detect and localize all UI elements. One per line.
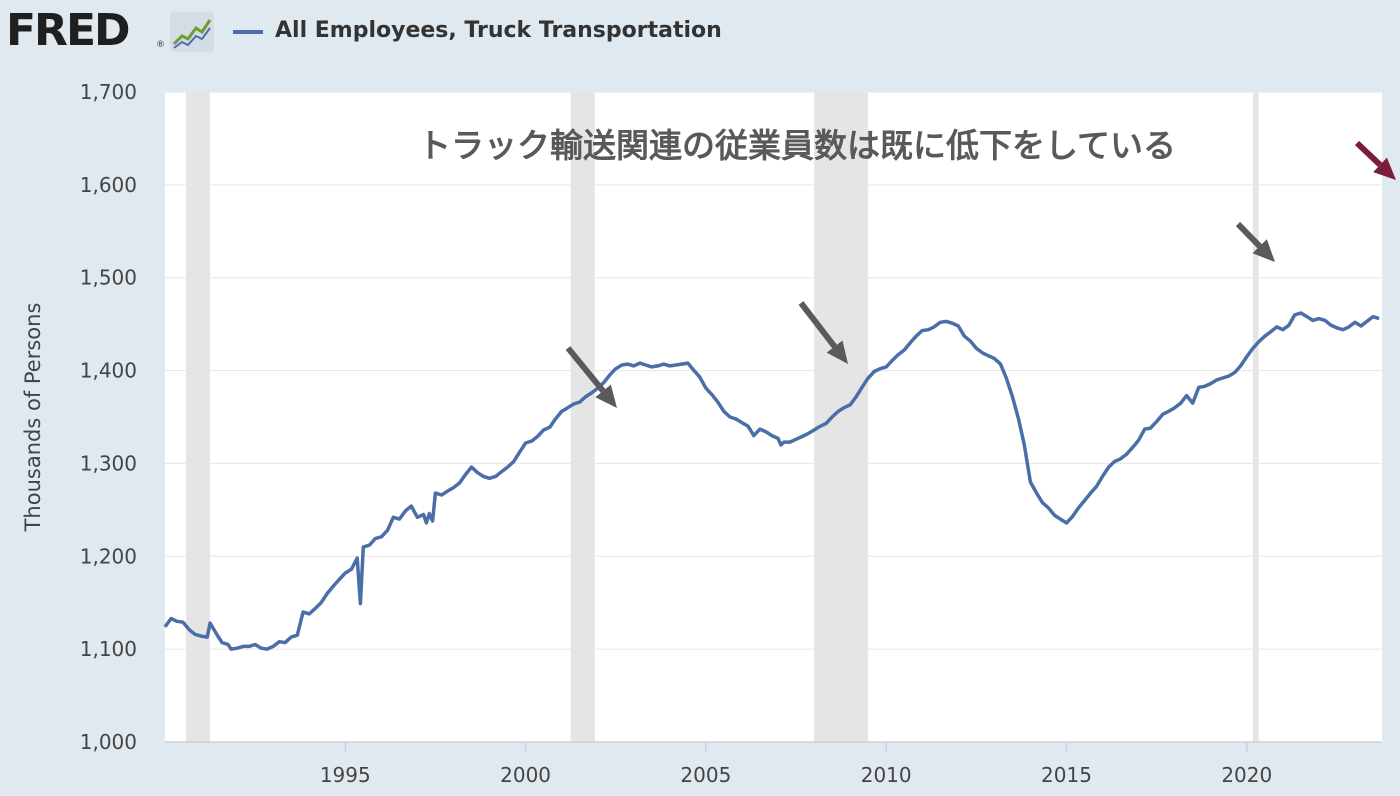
recession-band bbox=[1252, 92, 1259, 742]
annotation-arrow bbox=[1354, 140, 1396, 180]
y-tick-label: 1,400 bbox=[80, 359, 137, 383]
x-tick-label: 2000 bbox=[500, 763, 551, 787]
annotation-arrow bbox=[565, 346, 617, 408]
annotation-arrow bbox=[798, 301, 848, 364]
recession-band bbox=[814, 92, 869, 742]
y-tick-label: 1,700 bbox=[80, 80, 137, 104]
chart-header: FRED ® All Employees, Truck Transportati… bbox=[0, 0, 1400, 64]
arrow-head bbox=[1373, 157, 1396, 180]
arrow-shaft bbox=[1235, 221, 1262, 249]
y-tick-label: 1,300 bbox=[80, 451, 137, 475]
y-tick-label: 1,600 bbox=[80, 173, 137, 197]
recession-band bbox=[185, 92, 211, 742]
plot-background bbox=[165, 92, 1382, 742]
x-tick-label: 1995 bbox=[320, 763, 371, 787]
series-line bbox=[163, 311, 1380, 651]
y-axis-label: Thousands of Persons bbox=[21, 303, 45, 533]
x-tick-label: 2010 bbox=[861, 763, 912, 787]
y-tick-label: 1,000 bbox=[80, 730, 137, 754]
line-chart-icon bbox=[170, 12, 214, 52]
annotation-arrow bbox=[1235, 221, 1275, 262]
legend-swatch bbox=[233, 30, 263, 34]
recession-band bbox=[570, 92, 595, 742]
fred-logo[interactable]: FRED bbox=[6, 5, 131, 56]
y-tick-label: 1,100 bbox=[80, 637, 137, 661]
arrow-shaft bbox=[1354, 140, 1383, 168]
arrow-head bbox=[595, 384, 617, 408]
legend-series-label[interactable]: All Employees, Truck Transportation bbox=[275, 18, 722, 43]
arrow-shaft bbox=[565, 346, 606, 393]
fred-registered-mark: ® bbox=[156, 40, 165, 50]
chart-annotation: トラック輸送関連の従業員数は既に低下をしている bbox=[418, 126, 1176, 165]
arrow-head bbox=[1252, 239, 1275, 262]
arrow-shaft bbox=[798, 301, 837, 349]
arrow-head bbox=[826, 340, 848, 364]
y-tick-label: 1,200 bbox=[80, 544, 137, 568]
x-tick-label: 2005 bbox=[680, 763, 731, 787]
x-tick-label: 2020 bbox=[1221, 763, 1272, 787]
x-tick-label: 2015 bbox=[1041, 763, 1092, 787]
y-tick-label: 1,500 bbox=[80, 266, 137, 290]
